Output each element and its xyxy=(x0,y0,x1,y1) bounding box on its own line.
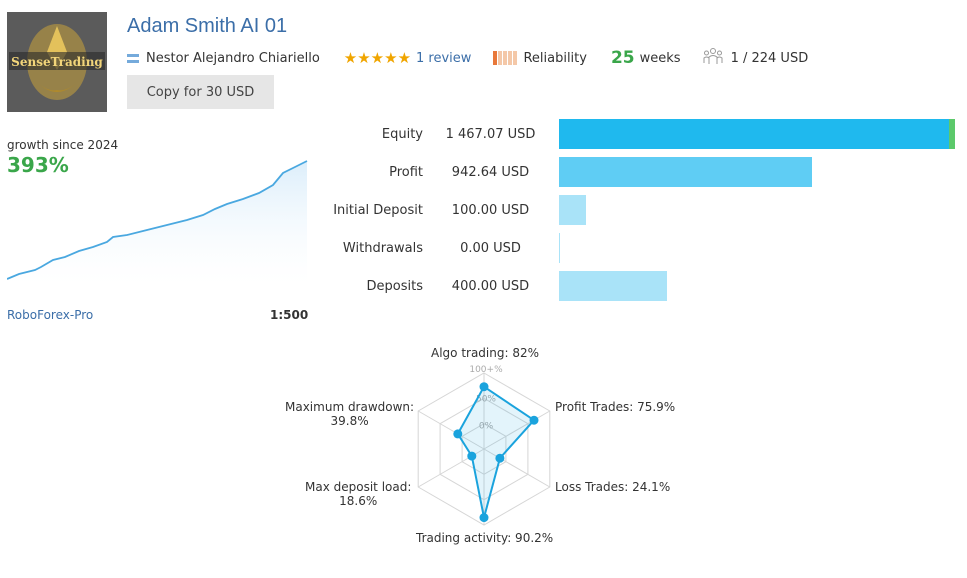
stat-row-withdrawals: Withdrawals 0.00 USD xyxy=(320,233,967,263)
subscribers-icon xyxy=(703,47,723,69)
stat-bar xyxy=(559,233,560,263)
review-link[interactable]: 1 review xyxy=(416,50,472,66)
stat-value: 400.00 USD xyxy=(451,278,530,294)
signal-meta: Nestor Alejandro Chiariello ★★★★★ 1 revi… xyxy=(127,48,808,68)
radar-axis-label: Max deposit load: 18.6% xyxy=(305,480,412,508)
stat-value: 0.00 USD xyxy=(460,240,521,256)
radar-axis-label: Algo trading: 82% xyxy=(431,346,540,360)
radar-spoke xyxy=(417,410,485,450)
stat-bar xyxy=(559,271,667,301)
radar-point[interactable] xyxy=(495,453,505,463)
stat-bar xyxy=(559,119,949,149)
broker-link[interactable]: RoboForex-Pro xyxy=(7,308,94,322)
stat-label: Equity xyxy=(381,126,423,142)
stat-row-profit: Profit 942.64 USD xyxy=(320,157,967,187)
radar-point[interactable] xyxy=(453,429,463,439)
stat-value: 1 467.07 USD xyxy=(445,126,536,142)
reliability-bars-icon xyxy=(493,51,518,65)
stat-row-initial-deposit: Initial Deposit 100.00 USD xyxy=(320,195,967,225)
stat-bar-accent xyxy=(949,119,955,149)
radar-axis-label: Profit Trades: 75.9% xyxy=(555,400,676,414)
radar-spoke xyxy=(483,448,551,488)
copy-signal-button[interactable]: Copy for 30 USD xyxy=(127,75,274,109)
stat-label: Initial Deposit xyxy=(333,202,423,218)
leverage-value: 1:500 xyxy=(270,308,309,322)
radar-point[interactable] xyxy=(479,513,489,523)
radar-axis-label: Loss Trades: 24.1% xyxy=(555,480,671,494)
growth-sparkline[interactable] xyxy=(7,155,309,285)
stat-label: Profit xyxy=(389,164,423,180)
stat-value: 942.64 USD xyxy=(451,164,530,180)
stat-bar xyxy=(559,157,812,187)
radar-point[interactable] xyxy=(529,415,539,425)
growth-value: 393% xyxy=(7,153,69,177)
radar-ring-label: 100+% xyxy=(469,365,503,375)
subscribers-count: 1 / 224 USD xyxy=(730,50,809,66)
stat-row-equity: Equity 1 467.07 USD xyxy=(320,119,967,149)
growth-label: growth since 2024 xyxy=(7,138,119,152)
stat-label: Deposits xyxy=(366,278,423,294)
weeks-value: 25 xyxy=(610,48,635,68)
logo-text: SenseTrading xyxy=(11,55,103,69)
signal-radar-chart[interactable]: 100+% 50% 0% xyxy=(280,340,680,578)
weeks-label: weeks xyxy=(639,50,681,66)
stat-row-deposits: Deposits 400.00 USD xyxy=(320,271,967,301)
signal-title[interactable]: Adam Smith AI 01 xyxy=(127,15,288,37)
author-link[interactable]: Nestor Alejandro Chiariello xyxy=(146,50,320,66)
signal-logo: SenseTrading xyxy=(7,12,107,112)
radar-axis-label: Trading activity: 90.2% xyxy=(416,531,554,545)
stat-value: 100.00 USD xyxy=(451,202,530,218)
stat-bar xyxy=(559,195,586,225)
radar-point[interactable] xyxy=(467,451,477,461)
reliability-label[interactable]: Reliability xyxy=(523,50,587,66)
rating-stars-icon: ★★★★★ xyxy=(343,49,412,67)
stat-label: Withdrawals xyxy=(342,240,423,256)
radar-spoke xyxy=(483,410,551,450)
radar-point[interactable] xyxy=(479,382,489,392)
argentina-flag-icon xyxy=(127,53,139,63)
radar-ring-label: 50% xyxy=(476,394,496,404)
radar-axis-label: Maximum drawdown: 39.8% xyxy=(285,400,415,428)
radar-ring-label: 0% xyxy=(479,422,494,432)
